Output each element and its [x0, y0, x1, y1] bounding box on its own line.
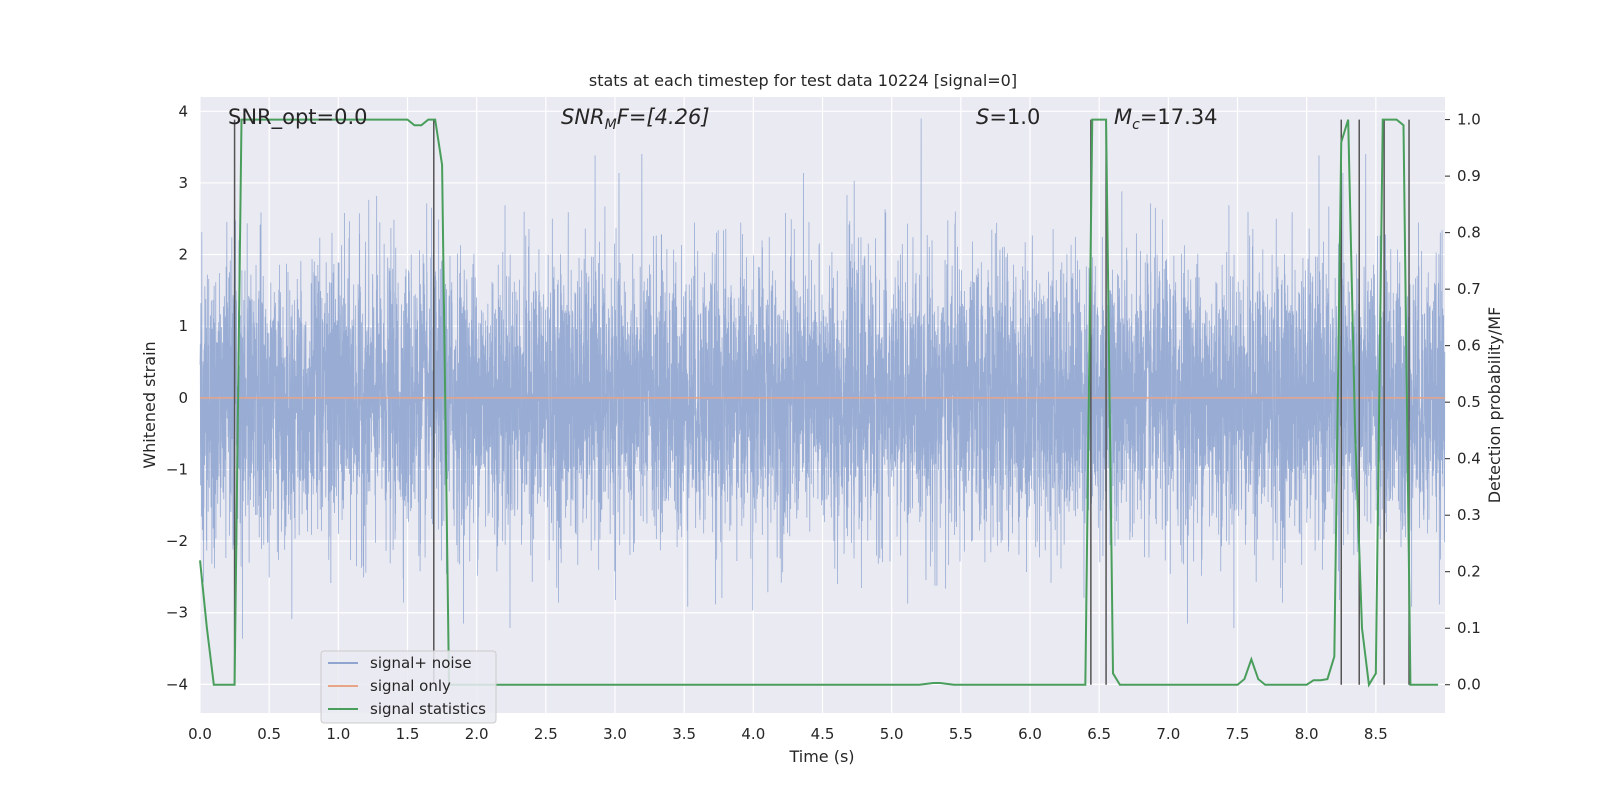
annotation-snr-mf-rest: F=[4.26] [617, 105, 710, 129]
annotation-mc: Mc=17.34 [1114, 105, 1218, 133]
x-tick-label: 5.5 [949, 725, 973, 743]
annotation-snr-opt: SNR_opt=0.0 [228, 105, 368, 130]
x-tick-label: 1.0 [326, 725, 350, 743]
y-axis-left-ticks: −4 −3 −2 −1 0 1 2 3 4 [166, 102, 188, 693]
x-tick-label: 0.5 [257, 725, 281, 743]
legend-label-signal: signal only [370, 677, 451, 695]
x-tick-label: 8.0 [1295, 725, 1319, 743]
y-axis-left-label: Whitened strain [140, 341, 159, 468]
legend: signal+ noise signal only signal statist… [320, 650, 497, 724]
legend-label-noise: signal+ noise [370, 654, 472, 672]
y-tick-label-right: 0.3 [1457, 506, 1481, 524]
x-tick-label: 4.5 [811, 725, 835, 743]
annotation-snr-mf-sub: M [605, 117, 617, 133]
y-tick-label-left: −2 [166, 532, 188, 550]
x-axis-label: Time (s) [788, 747, 854, 766]
y-tick-label-right: 0.4 [1457, 450, 1481, 468]
y-tick-label-left: 1 [178, 317, 188, 335]
annotation-snr-mf: SNRMF=[4.26] [561, 105, 710, 133]
y-axis-right-ticks: 0.0 0.1 0.2 0.3 0.4 0.5 0.6 0.7 0.8 0.9 1.0 [1445, 111, 1481, 694]
y-tick-label-right: 0.0 [1457, 676, 1481, 694]
y-tick-label-left: 0 [178, 389, 188, 407]
y-axis-right-label: Detection probability/MF [1485, 307, 1504, 504]
signal-plus-noise-line [199, 118, 1446, 639]
annotation-mc-sub: c [1132, 117, 1140, 133]
x-tick-label: 3.0 [603, 725, 627, 743]
legend-label-stats: signal statistics [370, 700, 486, 718]
x-tick-label: 6.0 [1018, 725, 1042, 743]
y-tick-label-left: 2 [178, 246, 188, 264]
annotation-mc-italic: M [1114, 105, 1132, 129]
series-signal-plus-noise [199, 118, 1446, 639]
y-tick-label-left: −4 [166, 675, 188, 693]
y-tick-label-right: 0.8 [1457, 224, 1481, 242]
y-tick-label-left: −3 [166, 604, 188, 622]
chart-title: stats at each timestep for test data 102… [589, 71, 1017, 90]
annotation-s: S=1.0 [976, 105, 1040, 129]
signal-statistics-line [199, 118, 1439, 688]
annotation-s-rest: =1.0 [989, 105, 1040, 129]
x-tick-label: 8.5 [1364, 725, 1388, 743]
y-tick-label-right: 0.7 [1457, 280, 1481, 298]
legend-box [320, 650, 497, 724]
annotation-mc-rest: =17.34 [1140, 105, 1218, 129]
x-tick-label: 0.0 [188, 725, 212, 743]
x-axis-ticks: 0.0 0.5 1.0 1.5 2.0 2.5 3.0 3.5 4.0 4.5 5.0 5.5 6.0 6… [188, 725, 1388, 743]
x-tick-label: 7.0 [1156, 725, 1180, 743]
x-tick-label: 2.5 [534, 725, 558, 743]
annotation-s-italic: S [976, 105, 989, 129]
y-tick-label-right: 0.2 [1457, 563, 1481, 581]
y-tick-label-right: 0.1 [1457, 619, 1481, 637]
annotation-snr-mf-main: SNR [561, 105, 605, 129]
x-tick-label: 5.0 [880, 725, 904, 743]
y-tick-label-right: 0.5 [1457, 393, 1481, 411]
x-tick-label: 4.0 [741, 725, 765, 743]
y-tick-label-right: 0.6 [1457, 337, 1481, 355]
y-tick-label-left: 3 [178, 174, 188, 192]
x-tick-label: 1.5 [396, 725, 420, 743]
series-signal-statistics [199, 118, 1439, 688]
y-tick-label-left: 4 [178, 102, 188, 120]
vertical-markers [233, 119, 1410, 685]
y-tick-label-right: 0.9 [1457, 167, 1481, 185]
y-tick-label-right: 1.0 [1457, 111, 1481, 129]
x-tick-label: 3.5 [672, 725, 696, 743]
x-tick-label: 2.0 [465, 725, 489, 743]
y-tick-label-left: −1 [166, 460, 188, 478]
x-tick-label: 7.5 [1226, 725, 1250, 743]
x-tick-label: 6.5 [1087, 725, 1111, 743]
